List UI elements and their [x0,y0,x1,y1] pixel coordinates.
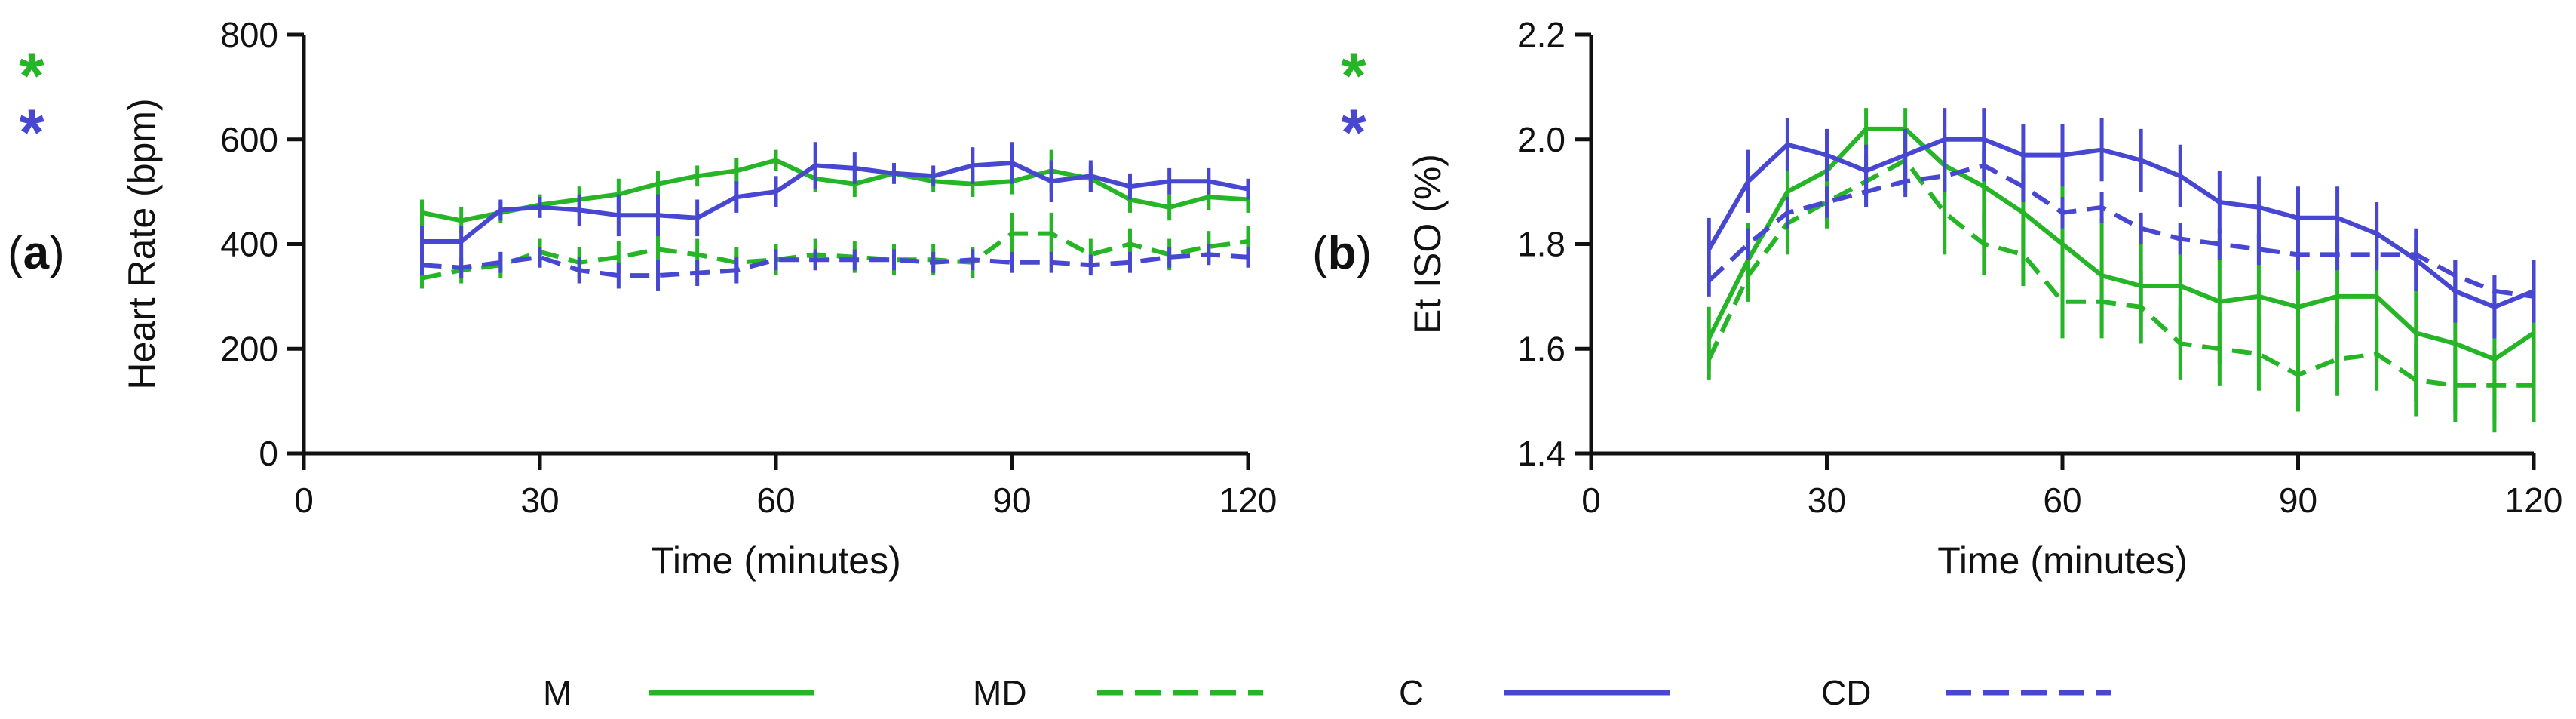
series-cd [1707,149,2536,312]
panel-label-part: ) [1357,227,1372,279]
panel-label-part: ) [49,227,65,279]
significance-star-green: * [19,40,44,112]
legend-label: CD [1821,673,1871,712]
y-tick-label: 0 [259,434,278,473]
series-md [1707,128,2536,422]
y-tick-label: 1.6 [1517,329,1566,368]
series-line-md [1707,158,2534,388]
legend-label: MD [973,673,1027,712]
series-md [420,212,1250,289]
panel-label-part: b [1328,227,1357,279]
series-line-c [1707,137,2535,309]
panel-a-heart-rate-chart: 0 200 400 600 800 0 30 60 90 120 Time (minutes) Hea… [8,15,1277,582]
series-line-cd [1707,163,2535,299]
x-tick-label: 90 [2279,481,2317,520]
x-tick-label: 120 [2505,481,2563,520]
x-tick-label: 0 [1581,481,1601,520]
y-tick-label: 2.2 [1517,15,1566,54]
series-line-md [421,231,1249,281]
panel-label-part: ( [8,227,23,279]
series-line-m [421,158,1249,223]
y-tick-label: 600 [220,120,278,159]
x-tick-label: 30 [1808,481,1846,520]
y-tick-label: 200 [220,329,278,368]
panel-b-et-iso-chart: 1.4 1.6 1.8 2.0 2.2 0 30 60 90 120 Time (minutes) E… [1312,15,2562,582]
legend-item-m: M [543,673,814,712]
panel-label: (b) [1312,227,1372,279]
y-tick-label: 1.4 [1517,434,1566,473]
legend-label: C [1399,673,1424,712]
x-tick-label: 90 [992,481,1031,520]
panel-label-part: a [23,227,50,279]
y-tick-label: 400 [220,225,278,264]
x-tick-label: 60 [756,481,795,520]
x-axis-title: Time (minutes) [1937,539,2188,582]
x-axis-title: Time (minutes) [651,539,901,582]
panel-label: (a) [8,227,65,279]
legend-item-c: C [1399,673,1670,712]
series-m [420,149,1250,234]
x-tick-label: 30 [520,481,559,520]
legend-item-md: MD [973,673,1263,712]
significance-star-green: * [1341,40,1366,112]
legend-label: M [543,673,572,712]
significance-star-blue: * [19,97,44,169]
y-tick-label: 2.0 [1517,120,1566,159]
y-axis-title: Et ISO (%) [1406,154,1449,334]
series-cd [420,244,1250,291]
legend: M MD C CD [543,673,2111,712]
series-c [420,142,1250,257]
y-axis-title: Heart Rate (bpm) [121,98,163,389]
x-tick-label: 120 [1219,481,1277,520]
y-tick-label: 1.8 [1517,225,1566,264]
x-tick-label: 0 [294,481,314,520]
series-line-cd [422,252,1249,278]
series-c [1707,108,2536,339]
x-tick-label: 60 [2043,481,2081,520]
series-line-c [422,161,1249,244]
series-line-m [1707,126,2535,362]
significance-star-blue: * [1341,97,1366,169]
legend-item-cd: CD [1821,673,2111,712]
panel-label-part: ( [1312,227,1328,279]
y-tick-label: 800 [220,15,278,54]
